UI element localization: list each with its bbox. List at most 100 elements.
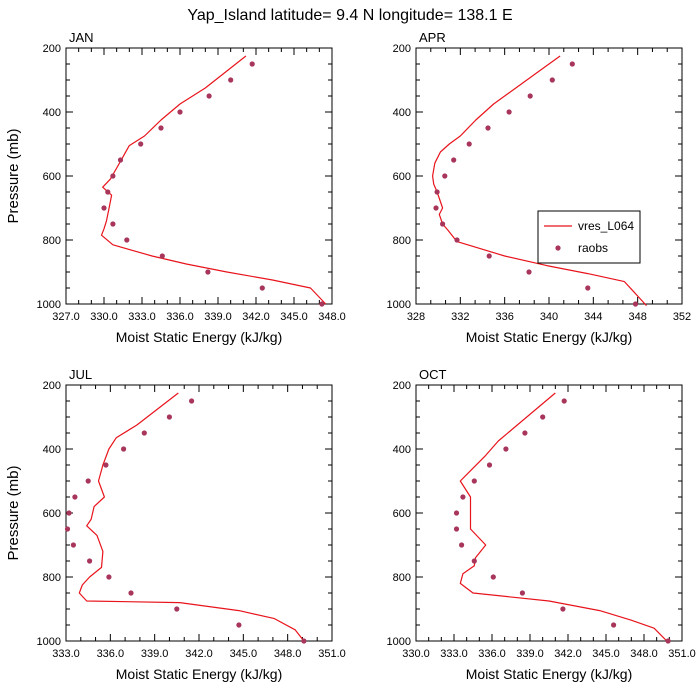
x-tick-label: 342.0 [554,648,582,660]
raobs-point [177,109,183,115]
raobs-point [549,77,555,83]
raobs-point [471,478,477,484]
raobs-point [486,462,493,468]
raobs-point [319,301,325,307]
y-tick-label: 800 [393,572,411,584]
raobs-point [569,61,575,67]
panel-label: OCT [419,367,447,382]
plot-frame [65,384,333,642]
x-tick-label: 348.0 [274,648,302,660]
panel-label: APR [419,30,446,45]
x-tick-label: 348.0 [318,311,346,323]
raobs-point [259,285,265,291]
raobs-point [249,61,255,67]
x-tick-label: 339.0 [204,311,232,323]
x-tick-label: 348 [628,311,646,323]
legend-box [537,210,641,264]
raobs-point [485,125,491,131]
x-tick-label: 345.0 [280,311,308,323]
raobs-point [433,205,439,211]
raobs-point [141,430,147,436]
raobs-point [486,253,492,259]
raobs-point [66,510,72,516]
x-tick-label: 344 [584,311,602,323]
raobs-point [560,606,566,612]
x-tick-label: 336.0 [97,648,125,660]
x-tick-label: 342.0 [185,648,213,660]
panel-label: JUL [69,367,92,382]
raobs-point [522,430,528,436]
x-tick-label: 339.0 [516,648,544,660]
raobs-point [70,542,76,548]
x-tick-label: 345.0 [592,648,620,660]
series-line-vres-l064 [432,55,647,307]
y-tick-label: 800 [43,235,61,247]
y-tick-label: 400 [43,444,61,456]
raobs-point [228,77,234,83]
y-tick-label: 600 [43,171,61,183]
raobs-point [189,398,195,404]
raobs-point [103,462,109,468]
raobs-point [205,269,211,275]
raobs-point [611,622,617,628]
raobs-point [105,189,111,195]
raobs-point [526,269,532,275]
raobs-point [121,446,127,452]
figure-title: Yap_Island latitude= 9.4 N longitude= 13… [187,7,512,24]
y-tick-label: 400 [393,444,411,456]
raobs-point [138,141,144,147]
legend-dot-swatch [555,245,561,251]
raobs-point [158,125,164,131]
raobs-point [561,398,567,404]
y-tick-label: 200 [43,380,61,392]
raobs-point [124,237,130,243]
x-tick-label: 330.0 [90,311,118,323]
x-tick-label: 333.0 [128,311,156,323]
x-tick-label: 352 [673,311,691,323]
raobs-point [110,221,116,227]
y-tick-label: 200 [393,43,411,55]
y-tick-label: 800 [43,572,61,584]
raobs-point [503,446,509,452]
raobs-point [460,494,466,500]
y-tick-label: 800 [393,235,411,247]
raobs-point [665,638,671,644]
raobs-point [442,173,448,179]
x-tick-label: 328 [407,311,425,323]
raobs-point [527,93,533,99]
y-tick-label: 1000 [37,636,61,648]
x-tick-label: 339.0 [141,648,169,660]
x-tick-label: 348.0 [630,648,658,660]
y-tick-label: 200 [393,380,411,392]
raobs-point [506,109,512,115]
raobs-point [490,574,496,580]
raobs-point [466,141,472,147]
raobs-point [236,622,242,628]
y-tick-label: 400 [43,107,61,119]
raobs-point [434,189,440,195]
x-tick-label: 340 [540,311,558,323]
x-axis-label: Moist Static Energy (kJ/kg) [466,666,633,682]
raobs-point [117,157,124,163]
raobs-point [87,558,93,564]
panel-label: JAN [69,30,94,45]
x-tick-label: 342.0 [242,311,270,323]
raobs-point [459,542,465,548]
x-tick-label: 345.0 [230,648,258,660]
raobs-point [106,574,112,580]
x-tick-label: 327.0 [52,311,80,323]
raobs-point [453,510,460,516]
x-tick-label: 351.0 [318,648,346,660]
raobs-point [166,414,172,420]
raobs-point [440,221,446,227]
x-tick-label: 336 [495,311,513,323]
x-tick-label: 330.0 [402,648,430,660]
raobs-point [174,606,180,612]
y-tick-label: 1000 [387,636,411,648]
raobs-point [451,157,457,163]
x-axis-label: Moist Static Energy (kJ/kg) [116,329,283,345]
